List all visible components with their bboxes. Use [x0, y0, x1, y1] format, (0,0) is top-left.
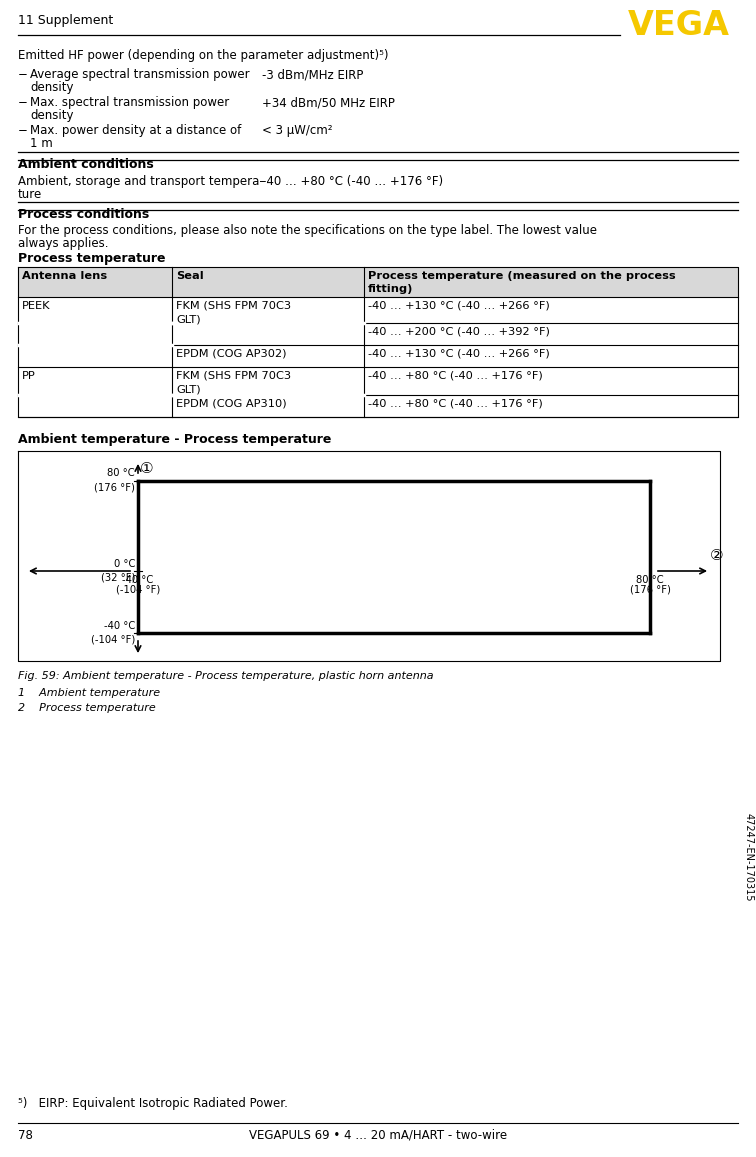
Text: (176 °F): (176 °F)	[630, 585, 671, 595]
Text: EPDM (COG AP310): EPDM (COG AP310)	[176, 399, 287, 410]
Text: 1    Ambient temperature: 1 Ambient temperature	[18, 688, 160, 698]
Text: -40 … +80 °C (-40 … +176 °F): -40 … +80 °C (-40 … +176 °F)	[368, 371, 543, 381]
Text: PEEK: PEEK	[22, 301, 51, 311]
Text: GLT): GLT)	[176, 314, 200, 324]
Text: 0 °C: 0 °C	[113, 559, 135, 569]
Bar	[18, 267, 738, 297]
Text: FKM (SHS FPM 70C3: FKM (SHS FPM 70C3	[176, 371, 291, 381]
Text: 1 m: 1 m	[30, 137, 53, 150]
Text: Ambient conditions: Ambient conditions	[18, 159, 153, 171]
Text: 80 °C: 80 °C	[637, 575, 664, 585]
Text: For the process conditions, please also note the specifications on the type labe: For the process conditions, please also …	[18, 224, 597, 237]
Text: Ambient temperature - Process temperature: Ambient temperature - Process temperatur…	[18, 433, 331, 445]
Text: +34 dBm/50 MHz EIRP: +34 dBm/50 MHz EIRP	[262, 96, 395, 109]
Text: (32 °F): (32 °F)	[101, 572, 135, 582]
Text: 80 °C: 80 °C	[107, 467, 135, 478]
Text: always applies.: always applies.	[18, 237, 109, 250]
Text: VEGAPULS 69 • 4 … 20 mA/HART - two-wire: VEGAPULS 69 • 4 … 20 mA/HART - two-wire	[249, 1129, 507, 1142]
Text: 47247-EN-170315: 47247-EN-170315	[744, 812, 754, 901]
Text: −: −	[18, 124, 28, 137]
Text: Seal: Seal	[176, 271, 204, 281]
Text: ture: ture	[18, 187, 42, 201]
Text: density: density	[30, 109, 73, 121]
Text: ②: ②	[710, 548, 723, 563]
Text: GLT): GLT)	[176, 384, 200, 395]
Text: Process temperature: Process temperature	[18, 252, 166, 265]
Text: density: density	[30, 81, 73, 94]
Text: -40 °C: -40 °C	[104, 621, 135, 631]
Text: ①: ①	[140, 460, 153, 476]
Text: Process conditions: Process conditions	[18, 208, 149, 221]
Text: Antenna lens: Antenna lens	[22, 271, 107, 281]
Text: 78: 78	[18, 1129, 33, 1142]
Text: -40 … +200 °C (-40 … +392 °F): -40 … +200 °C (-40 … +392 °F)	[368, 327, 550, 337]
Text: FKM (SHS FPM 70C3: FKM (SHS FPM 70C3	[176, 301, 291, 311]
Text: -40 … +130 °C (-40 … +266 °F): -40 … +130 °C (-40 … +266 °F)	[368, 301, 550, 311]
Text: ⁵)   EIRP: Equivalent Isotropic Radiated Power.: ⁵) EIRP: Equivalent Isotropic Radiated P…	[18, 1097, 288, 1110]
Text: (176 °F): (176 °F)	[94, 482, 135, 492]
Text: VEGA: VEGA	[628, 9, 730, 42]
Text: Max. spectral transmission power: Max. spectral transmission power	[30, 96, 229, 109]
Text: PP: PP	[22, 371, 36, 381]
Text: Max. power density at a distance of: Max. power density at a distance of	[30, 124, 241, 137]
Text: < 3 µW/cm²: < 3 µW/cm²	[262, 124, 333, 137]
Text: -3 dBm/MHz EIRP: -3 dBm/MHz EIRP	[262, 68, 364, 81]
Text: Emitted HF power (depending on the parameter adjustment)⁵): Emitted HF power (depending on the param…	[18, 49, 389, 62]
Text: −: −	[18, 68, 28, 81]
Text: 11 Supplement: 11 Supplement	[18, 14, 113, 27]
Text: EPDM (COG AP302): EPDM (COG AP302)	[176, 349, 287, 359]
Text: Average spectral transmission power: Average spectral transmission power	[30, 68, 249, 81]
Text: Process temperature (measured on the process: Process temperature (measured on the pro…	[368, 271, 676, 281]
Text: -40 … +80 °C (-40 … +176 °F): -40 … +80 °C (-40 … +176 °F)	[368, 399, 543, 410]
Text: -40 … +80 °C (-40 … +176 °F): -40 … +80 °C (-40 … +176 °F)	[262, 175, 443, 187]
Text: (-104 °F): (-104 °F)	[91, 634, 135, 644]
Text: −: −	[18, 96, 28, 109]
Text: Ambient, storage and transport tempera-: Ambient, storage and transport tempera-	[18, 175, 264, 187]
Text: fitting): fitting)	[368, 283, 414, 294]
Text: Fig. 59: Ambient temperature - Process temperature, plastic horn antenna: Fig. 59: Ambient temperature - Process t…	[18, 671, 434, 681]
Text: (-104 °F): (-104 °F)	[116, 585, 160, 595]
Text: -40 °C: -40 °C	[122, 575, 153, 585]
Text: 2    Process temperature: 2 Process temperature	[18, 703, 156, 713]
Text: -40 … +130 °C (-40 … +266 °F): -40 … +130 °C (-40 … +266 °F)	[368, 349, 550, 359]
